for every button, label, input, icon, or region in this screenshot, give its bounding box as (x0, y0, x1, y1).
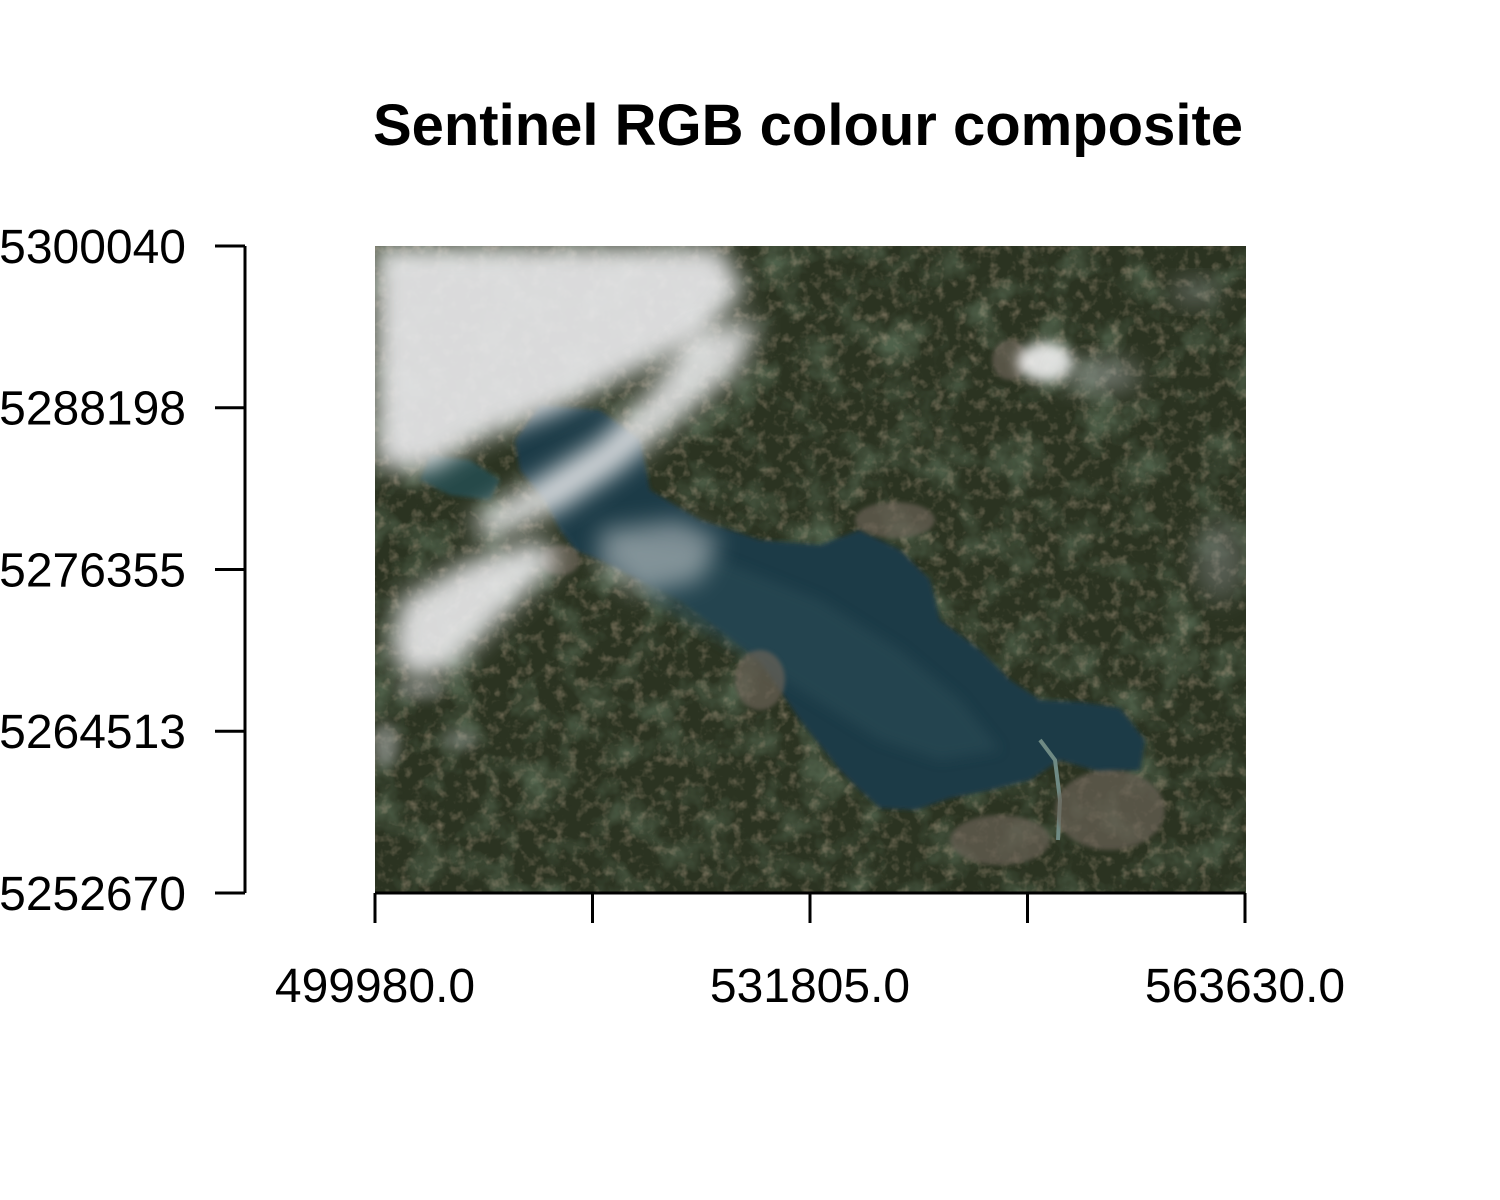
cloud-haze (375, 723, 399, 767)
x-tick-label: 531805.0 (710, 960, 910, 1013)
cloud-haze (1170, 280, 1220, 304)
x-axis: 499980.0 531805.0 563630.0 (275, 891, 1345, 1013)
urban-area (950, 815, 1050, 865)
x-tick-label: 499980.0 (275, 960, 475, 1013)
urban-area (992, 340, 1028, 380)
lake-sediment (620, 540, 1000, 760)
lake-upper-arm (420, 455, 500, 500)
satellite-image (375, 246, 1246, 893)
urban-area (855, 502, 935, 538)
cloud-haze (1195, 520, 1245, 600)
y-tick-label: 5252670 (0, 868, 186, 921)
x-tick-label: 563630.0 (1145, 960, 1345, 1013)
cloud-haze (1060, 359, 1140, 391)
urban-area (1055, 770, 1165, 850)
cloud (390, 540, 560, 680)
cloud (375, 246, 745, 470)
cloud-haze (395, 680, 445, 700)
y-tick-label: 5264513 (0, 706, 186, 759)
y-tick-label: 5276355 (0, 545, 186, 598)
cloud-haze (442, 730, 478, 750)
urban-areas (540, 340, 1165, 865)
chart-title: Sentinel RGB colour composite (373, 93, 1243, 158)
cloud-small (1017, 342, 1073, 382)
y-axis: 5252670 5264513 5276355 5288198 5300040 (0, 221, 247, 921)
urban-area (735, 650, 785, 710)
cloud-streak (470, 320, 760, 540)
y-tick-label: 5288198 (0, 383, 186, 436)
y-tick-label: 5300040 (0, 221, 186, 274)
cloud-cover (375, 246, 1245, 767)
cloud-haze (600, 520, 720, 595)
